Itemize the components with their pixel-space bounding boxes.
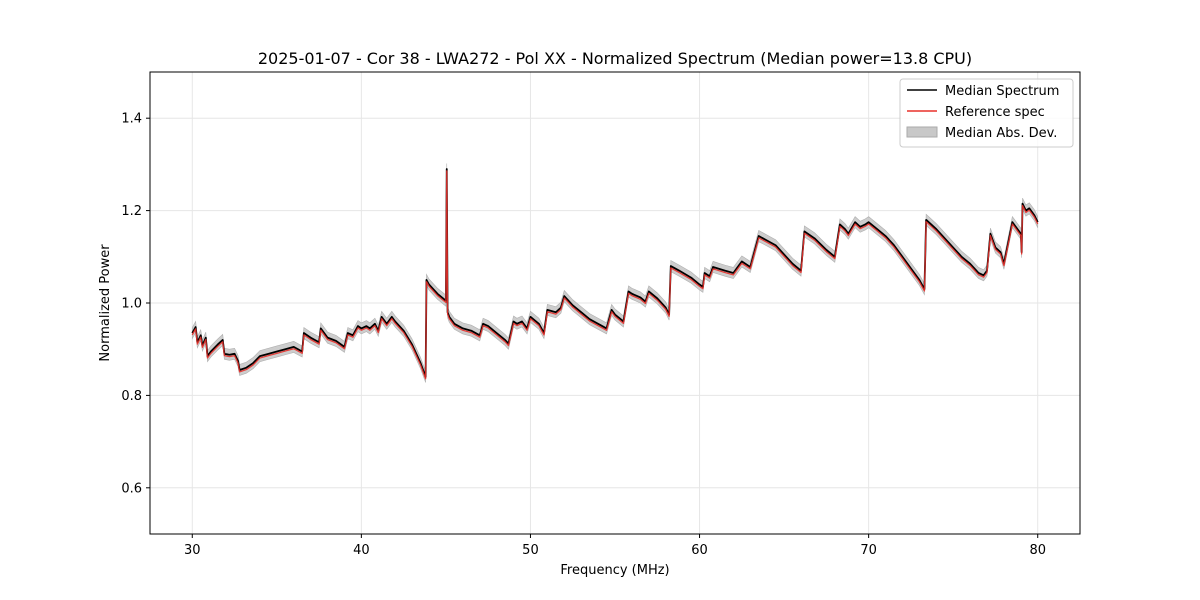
x-tick-label: 40 [353,543,370,558]
median-spectrum-line [191,168,1039,378]
reference-spectrum-line [191,170,1039,380]
y-tick-label: 1.0 [121,297,142,312]
legend-box [899,78,1074,148]
mad-band [191,163,1039,383]
y-tick-label: 1.4 [121,112,142,127]
legend-median-label: Median Spectrum [945,84,1059,99]
legend: Median Spectrum Reference spec Median Ab… [899,78,1074,148]
x-tick-label: 80 [1029,543,1046,558]
y-tick-label: 1.2 [121,204,142,219]
legend-mad-swatch [906,126,938,138]
series-layer [191,163,1039,383]
x-tick-label: 30 [184,543,201,558]
legend-mad-label: Median Abs. Dev. [945,126,1057,141]
y-tick-label: 0.8 [121,389,142,404]
y-tick-label: 0.6 [121,481,142,496]
x-tick-label: 70 [860,543,877,558]
chart-title: 2025-01-07 - Cor 38 - LWA272 - Pol XX - … [258,49,972,68]
tick-layer: 30 40 50 60 70 80 0.6 0.8 1.0 1.2 1.4 [121,112,1046,558]
x-axis-label: Frequency (MHz) [560,563,669,578]
x-tick-label: 60 [691,543,708,558]
x-tick-label: 50 [522,543,539,558]
y-axis-label: Normalized Power [98,244,113,362]
legend-reference-label: Reference spec [945,105,1045,120]
